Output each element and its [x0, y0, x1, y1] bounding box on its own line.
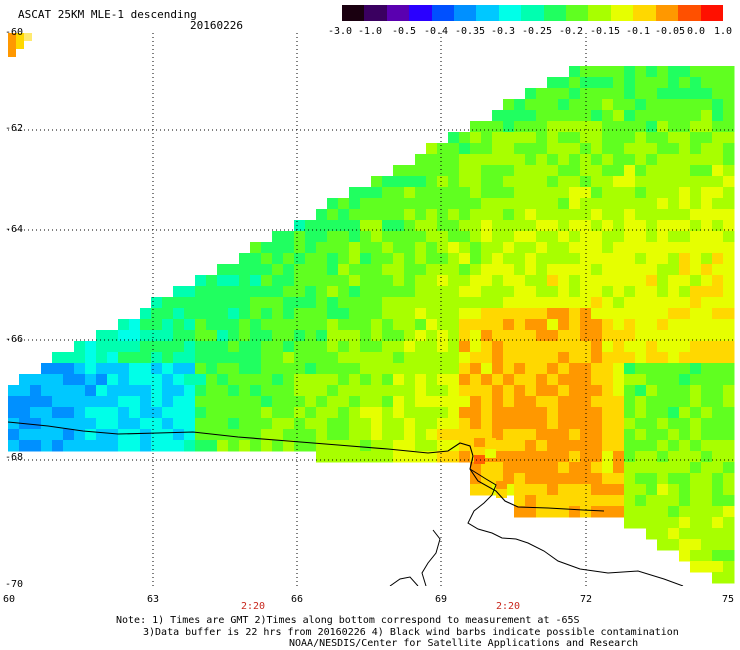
colorbar-segment [633, 5, 656, 21]
colorbar-tick-label: -0.4 [423, 26, 449, 37]
lon-label: 66 [290, 594, 304, 605]
lon-label: 75 [721, 594, 735, 605]
colorbar-segment [476, 5, 499, 21]
map-grid [8, 33, 735, 586]
colorbar-segment [521, 5, 544, 21]
coastline-ice-shelf [467, 468, 684, 586]
coastline [8, 421, 605, 512]
lon-label: 72 [579, 594, 593, 605]
colorbar-tick-label: 1.0 [713, 26, 733, 37]
colorbar-segment [454, 5, 477, 21]
colorbar-tick-label: -0.2 [558, 26, 584, 37]
colorbar-segment [409, 5, 432, 21]
lat-label: -62 [5, 123, 24, 134]
lat-label: -60 [5, 27, 24, 38]
lon-label: 69 [434, 594, 448, 605]
colorbar-segment [431, 5, 455, 21]
colorbar-tick-label: -1.0 [357, 26, 383, 37]
colorbar-segment [342, 5, 365, 21]
colorbar-segment [678, 5, 701, 21]
colorbar-ticks: -3.0 -1.0 -0.5 -0.4 -0.35 -0.3 -0.25 -0.2 -0.15-… [320, 26, 740, 38]
lat-label: -68 [5, 452, 24, 463]
product-date: 20160226 [190, 19, 243, 32]
colorbar-tick-label: -0.25 [521, 26, 553, 37]
footer-note-1: Note: 1) Times are GMT 2)Times along bot… [116, 615, 580, 626]
colorbar-segment [566, 5, 589, 21]
coastline-islands [389, 529, 441, 586]
colorbar-segment [588, 5, 611, 21]
colorbar-tick-label: 0.0 [686, 26, 706, 37]
colorbar-tick-label: -0.35 [454, 26, 486, 37]
time-label: 2:20 [495, 601, 521, 612]
colorbar-tick-label: -3.0 [327, 26, 353, 37]
lon-label: 63 [146, 594, 160, 605]
colorbar-segment [700, 5, 723, 21]
colorbar-tick-label: -0.05 [654, 26, 686, 37]
colorbar-segment [610, 5, 634, 21]
colorbar-tick-label: -0.5 [391, 26, 417, 37]
lat-label: -70 [5, 579, 24, 590]
product-title: ASCAT 25KM MLE-1 descending [18, 8, 197, 21]
colorbar-segment [655, 5, 679, 21]
colorbar-segment [543, 5, 567, 21]
colorbar [342, 5, 723, 21]
colorbar-tick-label: -0.15 [589, 26, 621, 37]
colorbar-segment [386, 5, 410, 21]
lat-label: -66 [5, 334, 24, 345]
colorbar-segment [498, 5, 522, 21]
swath-cells [8, 33, 735, 584]
colorbar-segment [364, 5, 387, 21]
time-label: 2:20 [240, 601, 266, 612]
lat-label: -64 [5, 224, 24, 235]
colorbar-tick-label: -0.1 [625, 26, 651, 37]
colorbar-tick-label: -0.3 [490, 26, 516, 37]
lon-label: 60 [2, 594, 16, 605]
footer-note-2: 3)Data buffer is 22 hrs from 20160226 4)… [143, 627, 679, 638]
footer-note-3: NOAA/NESDIS/Center for Satellite Applica… [289, 638, 639, 649]
swath-map [8, 33, 735, 586]
